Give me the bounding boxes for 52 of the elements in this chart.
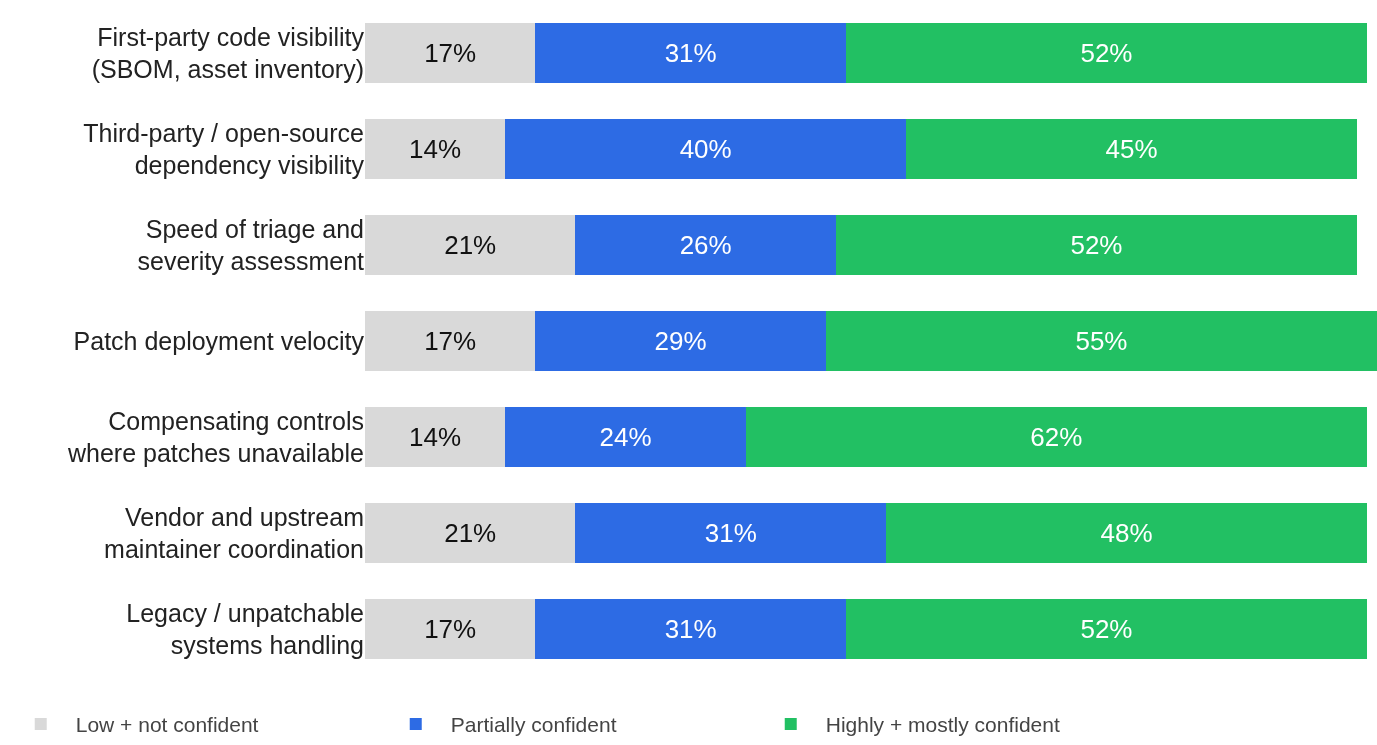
data-label: 31% <box>664 38 717 68</box>
bar <box>365 599 536 659</box>
data-label: 45% <box>1105 134 1158 164</box>
legend-label: Highly + mostly confident <box>825 713 1060 737</box>
bar <box>825 311 1377 371</box>
bar <box>886 503 1367 563</box>
bar <box>365 503 576 563</box>
data-label: 31% <box>704 518 757 548</box>
data-label: 31% <box>664 614 717 644</box>
data-label: 52% <box>1080 614 1133 644</box>
y-tick-label: First-party code visibility (SBOM, asset inventory) <box>91 22 365 83</box>
bar <box>575 215 836 275</box>
bar <box>845 599 1367 659</box>
data-label: 52% <box>1080 38 1133 68</box>
bar <box>906 119 1357 179</box>
y-tick-label: Vendor and upstream maintainer coordination <box>104 502 364 563</box>
bar <box>365 215 576 275</box>
y-tick-label: Legacy / unpatchable systems handling <box>126 598 364 659</box>
bar <box>835 215 1357 275</box>
data-label: 21% <box>444 518 497 548</box>
bar <box>535 311 826 371</box>
bar <box>505 407 746 467</box>
bar <box>505 119 907 179</box>
data-label: 48% <box>1100 518 1153 548</box>
data-label: 40% <box>679 134 732 164</box>
y-tick-label: Patch deployment velocity <box>73 326 365 355</box>
bar <box>365 311 536 371</box>
bar <box>535 23 846 83</box>
bar <box>365 23 536 83</box>
bar <box>845 23 1367 83</box>
legend-label: Partially confident <box>450 713 617 737</box>
data-label: 29% <box>654 326 707 356</box>
data-label: 21% <box>444 230 497 260</box>
data-label: 14% <box>409 134 462 164</box>
bar <box>365 407 506 467</box>
data-label: 24% <box>599 422 652 452</box>
data-label: 14% <box>409 422 462 452</box>
data-label: 17% <box>424 614 477 644</box>
bar <box>575 503 887 563</box>
data-label: 52% <box>1070 230 1123 260</box>
legend-label: Low + not confident <box>75 713 259 737</box>
data-label: 55% <box>1075 326 1128 356</box>
y-tick-label: Third-party / open-source dependency visibility <box>83 118 365 179</box>
data-label: 26% <box>679 230 732 260</box>
y-tick-label: Compensating controls where patches unavailable <box>66 406 364 467</box>
data-label: 17% <box>424 326 477 356</box>
bar <box>745 407 1367 467</box>
bar <box>365 119 506 179</box>
bar <box>535 599 846 659</box>
y-tick-label: Speed of triage and severity assessment <box>137 214 365 275</box>
data-label: 62% <box>1030 422 1083 452</box>
data-label: 17% <box>424 38 477 68</box>
